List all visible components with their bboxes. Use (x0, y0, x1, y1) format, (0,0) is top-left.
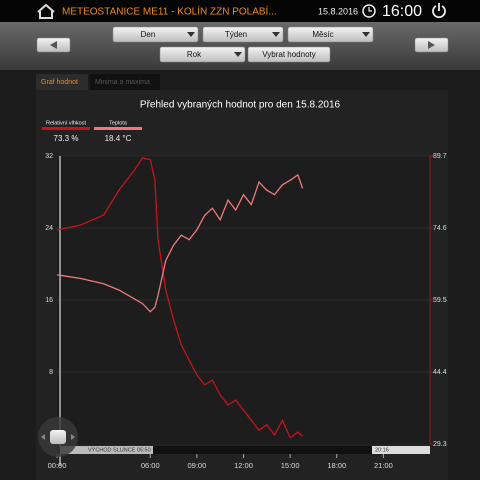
y-tick-label: 8 (49, 369, 53, 376)
slider-arrows (41, 434, 75, 440)
legend-value: 18.4 °C (105, 134, 132, 143)
week-label: Týden (225, 30, 247, 39)
top-bar (0, 0, 480, 22)
x-tick-label: 15:00 (281, 461, 300, 470)
chart: 8 16 24 32 29.3 44.4 59.5 74.6 89.7 VÝCHOD SLUNCE… (42, 120, 447, 470)
week-button[interactable] (202, 26, 284, 43)
next-arrow (428, 41, 435, 49)
x-tick-label: 21:00 (374, 461, 393, 470)
legend-name: Teplota (109, 120, 128, 126)
home-icon[interactable] (37, 3, 55, 19)
x-tick-label: 18:00 (327, 461, 346, 470)
x-tick-label: 00:00 (48, 461, 67, 470)
x-tick-label: 12:00 (234, 461, 253, 470)
sun-bar (57, 446, 430, 454)
period-buttons: Den Týden Měsíc Rok Vybrat hodnoty (112, 26, 374, 63)
date: 15.8.2016 (318, 6, 358, 16)
y-tick-label: 32 (45, 153, 53, 160)
legend-swatch (42, 127, 90, 130)
chart-title: Přehled vybraných hodnot pro den 15.8.20… (140, 100, 341, 111)
slider-knob[interactable] (50, 430, 66, 444)
select-values-button[interactable] (247, 46, 331, 63)
dropdown-arrow (272, 32, 280, 37)
y2-tick-label: 29.3 (433, 441, 447, 448)
day-button[interactable] (112, 26, 199, 43)
legend-name: Relativní vlhkost (46, 120, 87, 126)
series-line (56, 173, 304, 313)
y2-tick-label: 44.4 (433, 369, 447, 376)
year-button[interactable] (159, 46, 246, 63)
prev-arrow (50, 41, 57, 49)
sunrise-label: VÝCHOD SLUNCE 05:50 (88, 446, 151, 453)
sunset-bar (372, 446, 430, 454)
y-tick-label: 24 (45, 225, 53, 232)
tab-active[interactable] (36, 74, 88, 90)
dropdown-arrow (362, 32, 370, 37)
tab-label: Minima a maxima (95, 79, 150, 86)
y2-tick-label: 59.5 (433, 297, 447, 304)
y2-tick-label: 74.6 (433, 225, 447, 232)
dropdown-arrow (187, 32, 195, 37)
y2-tick-label: 89.7 (433, 153, 447, 160)
legend-value: 73.3 % (54, 134, 79, 143)
time: 16:00 (382, 3, 422, 20)
power-icon[interactable] (432, 5, 446, 19)
legend-swatch (94, 127, 142, 130)
tab[interactable] (90, 74, 160, 90)
clock-icon (362, 4, 376, 18)
x-tick-label: 09:00 (187, 461, 206, 470)
station-title: METEOSTANICE ME11 - KOLÍN ZZN POLABÍ... (62, 5, 277, 18)
tab-label: Graf hodnot (41, 79, 78, 86)
select-values-label: Vybrat hodnoty (262, 50, 316, 59)
dropdown-arrow (234, 52, 242, 57)
year-label: Rok (187, 50, 202, 59)
clock-hands (368, 7, 372, 12)
month-label: Měsíc (312, 30, 333, 39)
sunrise-bar (60, 446, 153, 454)
sunset-label: 20:16 (375, 447, 389, 453)
series-line (56, 157, 304, 439)
day-label: Den (141, 30, 156, 39)
x-tick-label: 06:00 (141, 461, 160, 470)
month-button[interactable] (287, 26, 374, 43)
y-tick-label: 16 (45, 297, 53, 304)
